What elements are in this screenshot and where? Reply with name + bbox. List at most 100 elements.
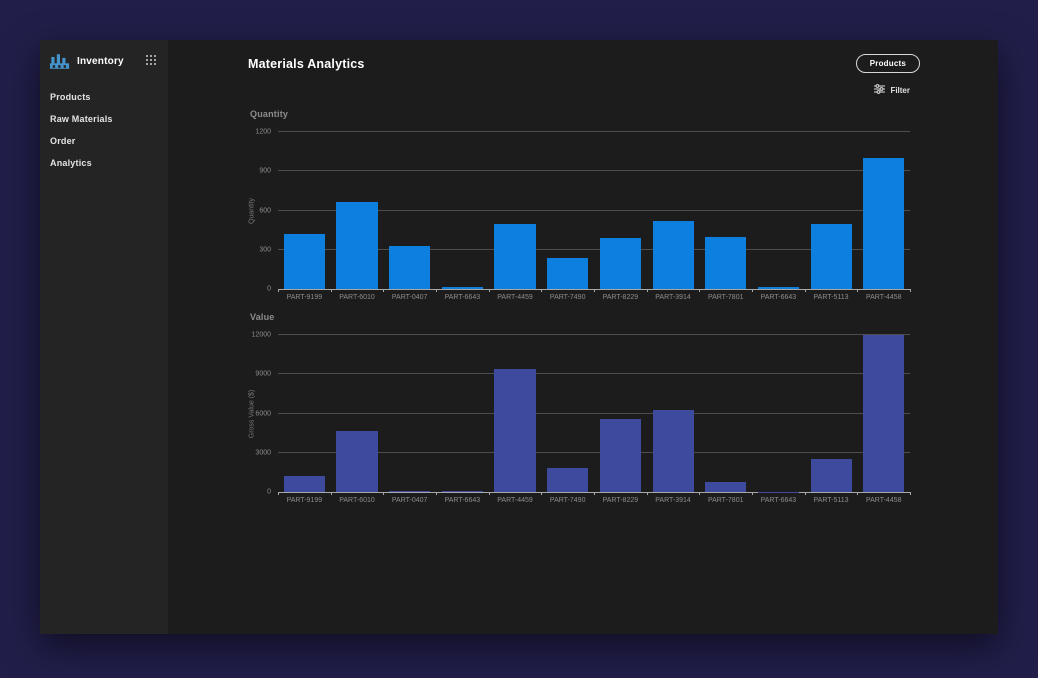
- quantity-x-axis-labels: PART-9199 PART-6010 PART-0407 PART-6643 PART…: [278, 290, 910, 304]
- app-window: Inventory Products Raw Materials Order A…: [40, 40, 998, 634]
- x-tick-label: PART-9199: [286, 496, 323, 504]
- bar-PART-7801[interactable]: [705, 236, 747, 289]
- gridline: [278, 412, 910, 414]
- bar-PART-6643[interactable]: [757, 287, 799, 289]
- apps-grid-icon[interactable]: [146, 55, 158, 67]
- filter-button[interactable]: Filter: [168, 81, 998, 99]
- x-tick-mark: [436, 289, 437, 292]
- x-tick-mark: [646, 492, 648, 495]
- bar-slot: [699, 335, 752, 492]
- gridline: [278, 334, 910, 335]
- bar-slot: [278, 132, 331, 289]
- x-tick-mark: [804, 492, 806, 495]
- x-tick-label: PART-6643: [444, 496, 481, 504]
- bar-PART-4458[interactable]: [863, 335, 905, 492]
- bar-slot: [594, 335, 647, 492]
- page-title: Materials Analytics: [248, 56, 365, 71]
- sidebar-header: Inventory: [50, 50, 158, 72]
- x-tick-label: PART-7490: [549, 293, 586, 301]
- x-tick-mark: [646, 289, 648, 292]
- x-tick-mark: [330, 492, 332, 495]
- y-tick-label: 1200: [255, 128, 271, 136]
- bar-PART-7490[interactable]: [547, 257, 589, 289]
- x-tick-label: PART-9199: [286, 293, 323, 301]
- bar-slot: [331, 335, 384, 492]
- x-tick-mark: [541, 492, 543, 495]
- app-title: Inventory: [77, 55, 124, 67]
- sidebar-item-analytics[interactable]: Analytics: [50, 158, 92, 168]
- value-chart-title: Value: [250, 312, 275, 322]
- bar-PART-0407[interactable]: [389, 491, 431, 492]
- sidebar-item-raw-materials[interactable]: Raw Materials: [50, 114, 113, 124]
- x-tick-mark: [436, 492, 437, 495]
- bar-slot: [805, 335, 858, 492]
- x-tick-label: PART-6643: [760, 496, 797, 504]
- bar-PART-9199[interactable]: [283, 476, 325, 492]
- main-header: Materials Analytics Products: [168, 40, 998, 73]
- bar-slot: [752, 335, 805, 492]
- bar-PART-8229[interactable]: [599, 237, 641, 289]
- bar-PART-9199[interactable]: [283, 234, 325, 289]
- x-tick-label: PART-5113: [813, 496, 849, 504]
- bar-slot: [647, 132, 700, 289]
- value-x-axis-labels: PART-9199 PART-6010 PART-0407 PART-6643 PART…: [278, 493, 910, 507]
- bar-PART-6010[interactable]: [336, 202, 378, 289]
- bar-PART-5113[interactable]: [810, 459, 852, 492]
- bar-PART-6643[interactable]: [441, 287, 483, 289]
- x-tick-label: PART-7801: [707, 496, 744, 504]
- y-tick-label: 900: [259, 167, 271, 175]
- bars-group: [278, 335, 910, 492]
- bar-PART-7801[interactable]: [705, 481, 747, 492]
- bar-slot: [541, 335, 594, 492]
- bar-PART-4458[interactable]: [863, 158, 905, 289]
- filter-label: Filter: [890, 85, 910, 95]
- x-tick-mark: [699, 289, 701, 292]
- x-tick-label: PART-7490: [549, 496, 586, 504]
- x-tick-label: PART-4458: [865, 496, 902, 504]
- quantity-y-axis-label: Quantity: [248, 197, 256, 224]
- x-tick-mark: [594, 492, 595, 495]
- bar-PART-0407[interactable]: [389, 245, 431, 289]
- x-tick-label: PART-0407: [391, 496, 428, 504]
- value-chart-plot: Gross Value ($) 0 3000 6000 9000 12000: [249, 332, 911, 496]
- bar-slot: [489, 132, 542, 289]
- bar-PART-3914[interactable]: [652, 409, 694, 492]
- products-button[interactable]: Products: [855, 54, 920, 73]
- sidebar-item-order[interactable]: Order: [50, 136, 76, 146]
- filter-sliders-icon: [874, 81, 886, 99]
- quantity-chart-title: Quantity: [250, 109, 289, 119]
- sidebar-nav: Products Raw Materials Order Analytics: [50, 86, 158, 174]
- x-tick-mark: [278, 492, 279, 495]
- x-tick-mark: [752, 492, 753, 495]
- x-tick-mark: [541, 289, 543, 292]
- bar-PART-8229[interactable]: [599, 418, 641, 492]
- y-tick-label: 600: [259, 207, 271, 214]
- bar-PART-7490[interactable]: [547, 468, 589, 492]
- bar-slot: [278, 335, 331, 492]
- quantity-chart: Quantity Quantity 0 300 600 900 1200 PART-91…: [248, 109, 912, 304]
- x-tick-mark: [857, 492, 859, 495]
- x-tick-label: PART-0407: [391, 293, 428, 301]
- x-tick-label: PART-4459: [497, 496, 533, 504]
- x-tick-label: PART-3914: [655, 293, 691, 301]
- gridline: [278, 451, 910, 453]
- sidebar-item-products[interactable]: Products: [50, 92, 91, 102]
- quantity-chart-plot: Quantity 0 300 600 900 1200: [249, 129, 911, 293]
- value-chart: Value Gross Value ($) 0 3000 6000 9000 12000…: [248, 312, 912, 507]
- bar-PART-4459[interactable]: [494, 369, 536, 492]
- bar-PART-3914[interactable]: [652, 220, 694, 289]
- bar-PART-6010[interactable]: [336, 430, 378, 492]
- bar-PART-5113[interactable]: [810, 223, 852, 289]
- bar-slot: [647, 335, 700, 492]
- bar-slot: [383, 335, 436, 492]
- x-tick-label: PART-3914: [655, 496, 691, 504]
- bar-PART-4459[interactable]: [494, 223, 536, 289]
- x-tick-mark: [857, 289, 859, 292]
- x-tick-label: PART-6010: [339, 496, 375, 504]
- y-tick-label: 12000: [251, 331, 271, 339]
- gridline: [278, 131, 910, 132]
- bar-slot: [752, 132, 805, 289]
- bar-PART-6643[interactable]: [441, 490, 483, 492]
- x-tick-label: PART-8229: [602, 293, 639, 301]
- bar-slot: [699, 132, 752, 289]
